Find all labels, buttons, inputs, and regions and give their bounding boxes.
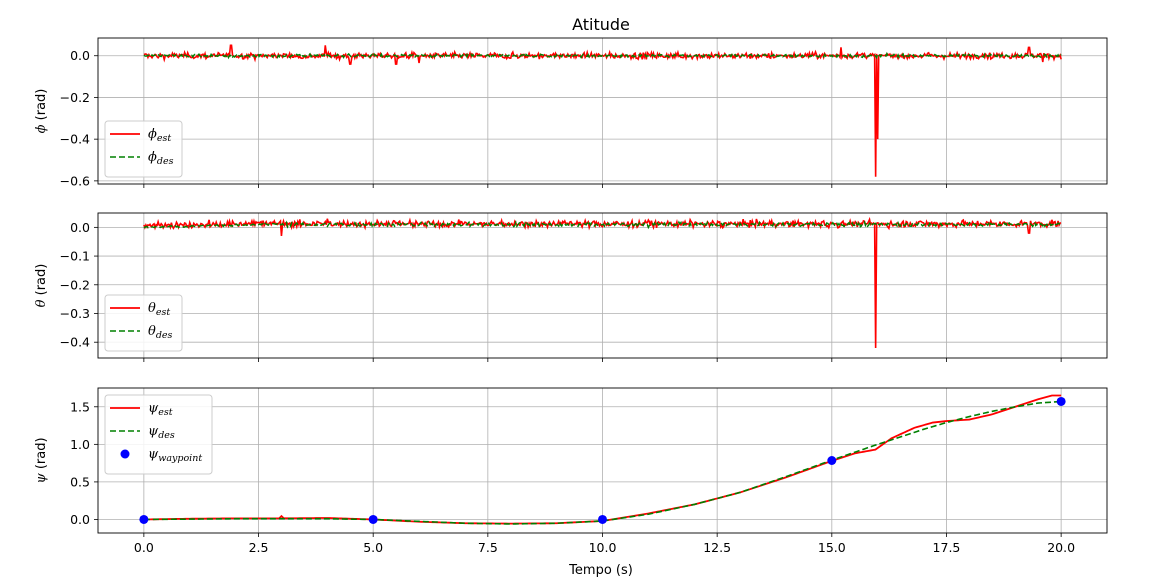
y-tick-label: −0.4 xyxy=(60,335,90,350)
legend-box xyxy=(104,394,213,475)
waypoint-marker xyxy=(368,514,378,524)
x-tick-label: 5.0 xyxy=(363,540,383,555)
x-tick-label: 20.0 xyxy=(1047,540,1075,555)
y-tick-label: 0.0 xyxy=(70,220,90,235)
x-tick-label: 12.5 xyxy=(703,540,731,555)
waypoint-marker xyxy=(598,514,607,524)
axes-frame xyxy=(97,212,1108,359)
legend-swatch-waypoint xyxy=(120,449,130,459)
x-tick-label: 0.0 xyxy=(134,540,154,555)
legend-box xyxy=(104,294,183,352)
legend: ψest ψdes ψwaypoint xyxy=(104,394,213,475)
legend-label: ϕdes xyxy=(148,150,174,167)
subplot-3: 0.0 0.5 1.0 1.5 0.0 2.5 5.0 7.5 10.0 12.5 15.0 17.5… xyxy=(34,387,1108,555)
legend-label: ψwaypoint xyxy=(148,447,202,464)
y-axis-label: θ (rad) xyxy=(34,264,49,308)
y-tick-label: 1.5 xyxy=(70,399,90,414)
legend-label: θdes xyxy=(148,324,173,341)
x-tick-label: 7.5 xyxy=(478,540,498,555)
legend-box xyxy=(104,120,183,178)
waypoint-marker xyxy=(1056,396,1066,406)
y-tick-label: 0.5 xyxy=(70,474,90,489)
series-des-line xyxy=(143,219,1062,230)
y-tick-label: −0.6 xyxy=(60,173,90,188)
y-tick-label: −0.3 xyxy=(60,306,90,321)
legend-label: ψest xyxy=(148,401,173,418)
series-des-line xyxy=(143,51,1062,60)
axes-frame xyxy=(97,387,1108,534)
subplot-1: 0.0 −0.2 −0.4 −0.6 ϕ (rad) ϕest ϕdes xyxy=(34,37,1108,188)
y-axis-label: ψ (rad) xyxy=(34,437,49,483)
waypoint-marker xyxy=(827,456,837,465)
series-est-line xyxy=(143,216,1062,348)
legend-label: ψdes xyxy=(148,424,175,441)
waypoint-marker xyxy=(139,514,149,524)
y-tick-label: −0.1 xyxy=(60,249,90,264)
x-tick-label: 17.5 xyxy=(933,540,961,555)
subplot-2: 0.0 −0.1 −0.2 −0.3 −0.4 θ (rad) θest θdes xyxy=(34,212,1108,362)
y-tick-label: −0.4 xyxy=(60,132,90,147)
legend-label: θest xyxy=(148,301,170,318)
x-tick-label: 10.0 xyxy=(589,540,617,555)
y-tick-label: −0.2 xyxy=(60,277,90,292)
legend-label: ϕest xyxy=(148,127,171,144)
x-tick-label: 15.0 xyxy=(818,540,846,555)
x-tick-label: 2.5 xyxy=(249,540,269,555)
y-axis-label: ϕ (rad) xyxy=(34,89,49,134)
chart-title: Atitude xyxy=(572,15,630,34)
axes-frame xyxy=(97,37,1108,185)
x-axis-label: Tempo (s) xyxy=(568,563,633,578)
legend: θest θdes xyxy=(104,294,183,352)
y-tick-label: 0.0 xyxy=(70,512,90,527)
series-des-line xyxy=(143,400,1062,525)
y-tick-label: −0.2 xyxy=(60,90,90,105)
legend: ϕest ϕdes xyxy=(104,120,183,178)
y-tick-label: 0.0 xyxy=(70,48,90,63)
y-tick-label: 1.0 xyxy=(70,437,90,452)
